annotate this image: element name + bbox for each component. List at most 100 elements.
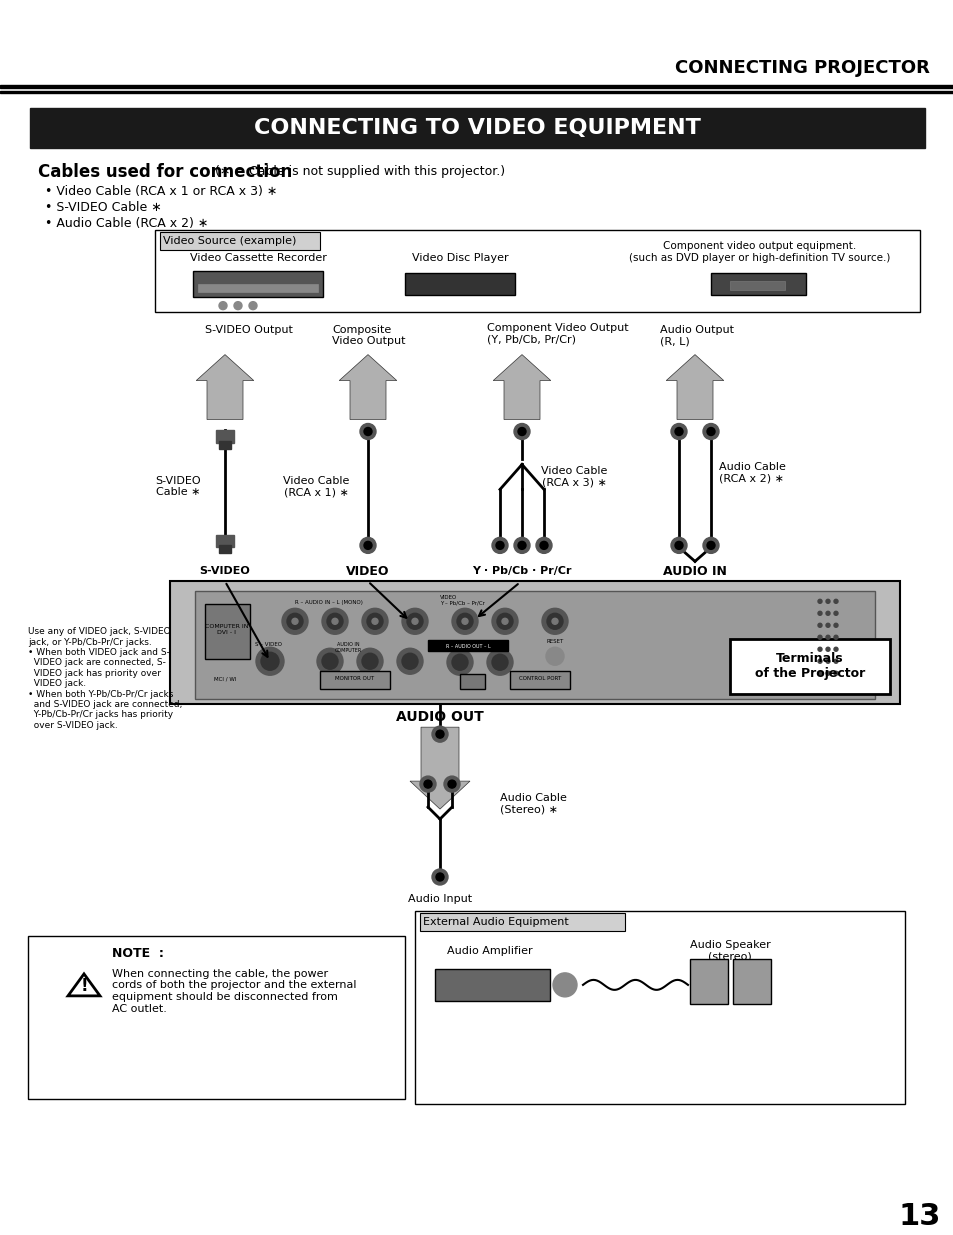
Text: Audio Output
(R, L): Audio Output (R, L)	[659, 325, 733, 346]
Text: Video Source (example): Video Source (example)	[163, 236, 296, 246]
Circle shape	[817, 672, 821, 676]
Bar	[170, 582, 899, 704]
Text: AUDIO IN
COMPUTER: AUDIO IN COMPUTER	[334, 642, 361, 652]
Polygon shape	[68, 974, 100, 995]
Circle shape	[359, 537, 375, 553]
Circle shape	[316, 648, 343, 674]
Circle shape	[492, 537, 507, 553]
Circle shape	[825, 635, 829, 640]
Polygon shape	[410, 727, 470, 809]
Text: • Video Cable (RCA x 1 or RCA x 3) ∗: • Video Cable (RCA x 1 or RCA x 3) ∗	[45, 185, 277, 199]
Circle shape	[322, 653, 337, 669]
Circle shape	[833, 624, 837, 627]
Circle shape	[327, 614, 343, 630]
Text: Audio Input: Audio Input	[408, 894, 472, 904]
Circle shape	[825, 659, 829, 663]
Circle shape	[501, 619, 507, 624]
Text: Video Disc Player: Video Disc Player	[412, 253, 508, 263]
Circle shape	[833, 647, 837, 651]
Circle shape	[553, 973, 577, 997]
Bar	[435, 969, 550, 1000]
Circle shape	[517, 427, 525, 436]
Text: Video Cassette Recorder: Video Cassette Recorder	[190, 253, 326, 263]
Text: Video Cable
(RCA x 1) ∗: Video Cable (RCA x 1) ∗	[282, 475, 349, 498]
Circle shape	[539, 541, 547, 550]
Circle shape	[261, 652, 278, 671]
Circle shape	[514, 424, 530, 440]
Circle shape	[670, 537, 686, 553]
Text: NOTE  :: NOTE :	[112, 947, 164, 961]
Circle shape	[817, 635, 821, 640]
Circle shape	[452, 609, 477, 635]
Bar	[428, 640, 507, 651]
Circle shape	[443, 776, 459, 792]
Circle shape	[492, 655, 507, 671]
Text: 13: 13	[898, 1202, 941, 1231]
Text: COMPUTER IN
DVI - I: COMPUTER IN DVI - I	[205, 624, 249, 635]
Text: Audio Cable
(RCA x 2) ∗: Audio Cable (RCA x 2) ∗	[718, 462, 784, 483]
Circle shape	[706, 541, 714, 550]
Circle shape	[287, 614, 303, 630]
Bar	[405, 273, 515, 295]
Circle shape	[833, 635, 837, 640]
Circle shape	[401, 609, 428, 635]
Bar	[194, 592, 874, 699]
Circle shape	[419, 776, 436, 792]
Text: (∗ = Cable is not supplied with this projector.): (∗ = Cable is not supplied with this pro…	[214, 165, 504, 178]
Circle shape	[361, 609, 388, 635]
Circle shape	[255, 647, 284, 676]
Circle shape	[452, 655, 468, 671]
Circle shape	[359, 424, 375, 440]
Text: RESET: RESET	[546, 638, 563, 643]
Bar	[729, 280, 784, 290]
Circle shape	[706, 427, 714, 436]
Circle shape	[364, 427, 372, 436]
Circle shape	[833, 611, 837, 615]
Text: Composite
Video Output: Composite Video Output	[332, 325, 405, 346]
Circle shape	[367, 614, 382, 630]
Circle shape	[292, 619, 297, 624]
Bar	[219, 441, 231, 450]
Circle shape	[432, 726, 448, 742]
Text: AUDIO IN: AUDIO IN	[662, 564, 726, 578]
Bar	[193, 270, 323, 296]
Bar	[419, 913, 624, 931]
Circle shape	[448, 781, 456, 788]
Circle shape	[541, 609, 567, 635]
Text: R – AUDIO OUT – L: R – AUDIO OUT – L	[445, 643, 490, 648]
Circle shape	[461, 619, 468, 624]
Circle shape	[396, 648, 422, 674]
Bar	[729, 640, 889, 694]
Circle shape	[825, 611, 829, 615]
Circle shape	[447, 650, 473, 676]
Bar	[28, 936, 405, 1099]
Circle shape	[497, 614, 513, 630]
Circle shape	[817, 599, 821, 604]
Circle shape	[817, 624, 821, 627]
Text: Audio Speaker
(stereo): Audio Speaker (stereo)	[689, 940, 770, 962]
Circle shape	[702, 424, 719, 440]
Text: • S-VIDEO Cable ∗: • S-VIDEO Cable ∗	[45, 201, 162, 214]
Circle shape	[817, 659, 821, 663]
Circle shape	[412, 619, 417, 624]
Text: CONNECTING PROJECTOR: CONNECTING PROJECTOR	[675, 59, 929, 77]
Circle shape	[456, 614, 473, 630]
Text: CONNECTING TO VIDEO EQUIPMENT: CONNECTING TO VIDEO EQUIPMENT	[253, 117, 700, 138]
Circle shape	[249, 301, 256, 310]
Circle shape	[833, 672, 837, 676]
Circle shape	[332, 619, 337, 624]
Circle shape	[552, 619, 558, 624]
Circle shape	[486, 650, 513, 676]
Circle shape	[364, 541, 372, 550]
Circle shape	[356, 648, 382, 674]
Circle shape	[436, 873, 443, 881]
Bar	[415, 911, 904, 1104]
Text: S – VIDEO: S – VIDEO	[254, 642, 282, 647]
Text: Audio Cable
(Stereo) ∗: Audio Cable (Stereo) ∗	[499, 793, 566, 815]
Bar	[0, 85, 953, 88]
Circle shape	[423, 781, 432, 788]
Circle shape	[546, 614, 562, 630]
Bar	[205, 604, 250, 659]
Circle shape	[833, 599, 837, 604]
Text: External Audio Equipment: External Audio Equipment	[422, 916, 568, 927]
